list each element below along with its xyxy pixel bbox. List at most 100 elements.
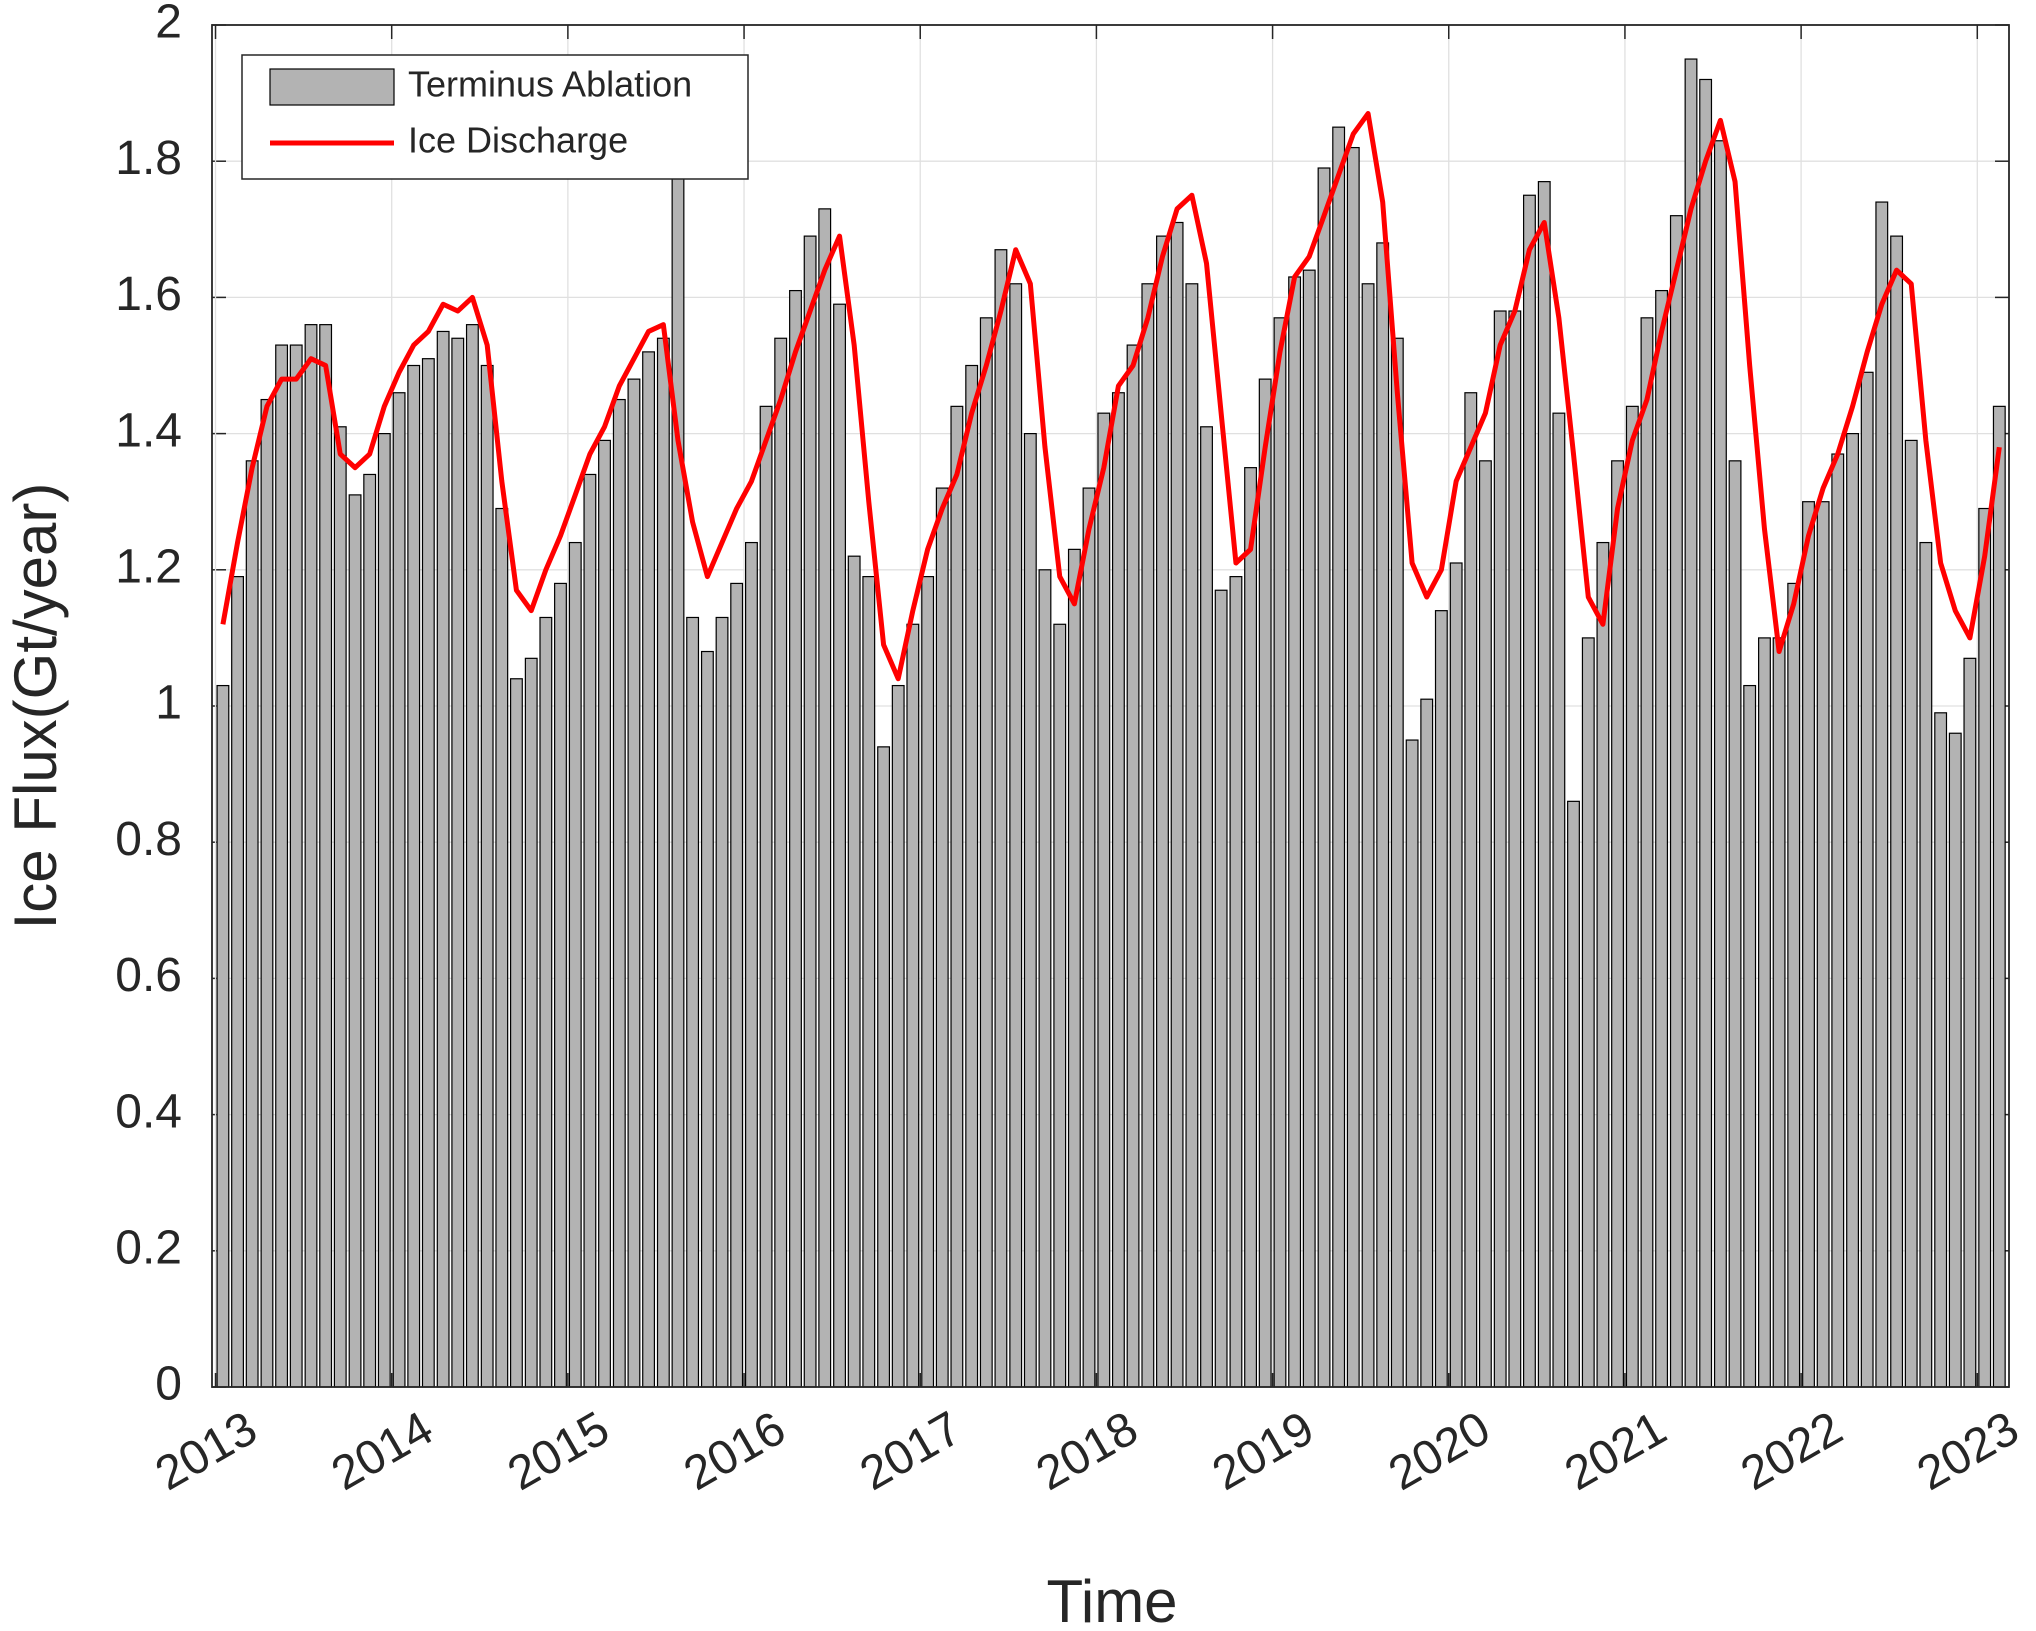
y-tick-label: 0.4 xyxy=(115,1085,182,1138)
bar xyxy=(1581,637,1595,1388)
bar xyxy=(1684,58,1698,1388)
bar xyxy=(671,160,685,1388)
x-tick-label: 2013 xyxy=(147,1402,266,1501)
y-tick-label: 1.2 xyxy=(115,540,182,593)
x-axis-label: Time xyxy=(1046,1568,1177,1631)
bar xyxy=(862,576,876,1388)
bar xyxy=(686,616,700,1388)
bar xyxy=(1082,487,1096,1388)
bar xyxy=(1111,392,1125,1388)
bar xyxy=(1522,194,1536,1388)
bar xyxy=(1141,283,1155,1388)
bar xyxy=(1097,412,1111,1388)
bar xyxy=(612,398,626,1388)
bar xyxy=(950,405,964,1388)
bar xyxy=(1919,541,1933,1388)
bar xyxy=(1067,548,1081,1388)
bar xyxy=(1537,181,1551,1388)
bar xyxy=(509,678,523,1388)
bar xyxy=(1332,126,1346,1388)
bar xyxy=(1890,235,1904,1388)
bar xyxy=(1302,269,1316,1388)
bar xyxy=(1464,392,1478,1388)
bar xyxy=(421,358,435,1388)
bar xyxy=(1831,453,1845,1388)
bar xyxy=(1288,276,1302,1388)
bar xyxy=(231,576,244,1388)
bar xyxy=(1611,460,1624,1388)
y-tick-label: 0.2 xyxy=(115,1221,182,1274)
bar xyxy=(730,582,744,1388)
axes-box xyxy=(211,24,2010,1388)
bar xyxy=(1904,439,1918,1388)
bar xyxy=(1420,698,1434,1388)
y-tick-label: 0 xyxy=(155,1358,182,1411)
bar xyxy=(568,541,582,1388)
bar xyxy=(1625,405,1639,1388)
bar xyxy=(436,330,450,1388)
bar xyxy=(1743,684,1757,1388)
y-tick-label: 2 xyxy=(155,0,182,49)
bar xyxy=(1875,201,1889,1388)
bar xyxy=(1508,310,1522,1388)
x-tick-label: 2019 xyxy=(1204,1402,1323,1501)
bar xyxy=(539,616,553,1388)
bar xyxy=(304,324,318,1388)
bar xyxy=(979,317,993,1388)
bar xyxy=(1728,460,1742,1388)
bar xyxy=(656,337,670,1388)
bar xyxy=(554,582,567,1388)
bar xyxy=(1846,433,1860,1388)
bar xyxy=(715,616,729,1388)
bar xyxy=(348,494,362,1388)
bar xyxy=(1640,317,1654,1388)
bar xyxy=(1655,289,1669,1388)
bar xyxy=(1992,405,2006,1388)
bar xyxy=(1346,146,1360,1388)
bar xyxy=(891,684,905,1388)
bar xyxy=(275,344,289,1388)
bar xyxy=(1053,623,1067,1388)
bar xyxy=(642,351,656,1388)
y-tick-label: 1.6 xyxy=(115,268,182,321)
bar xyxy=(1567,800,1580,1388)
bar xyxy=(1244,467,1258,1388)
legend-label: Terminus Ablation xyxy=(408,64,692,105)
bar xyxy=(1772,637,1786,1388)
bar xyxy=(877,746,891,1388)
x-tick-label: 2016 xyxy=(675,1402,794,1501)
legend-label: Ice Discharge xyxy=(408,120,628,161)
y-tick-label: 0.6 xyxy=(115,949,182,1002)
bar xyxy=(1948,732,1962,1388)
bar xyxy=(759,405,773,1388)
bar xyxy=(1361,283,1375,1388)
bar xyxy=(1802,501,1815,1388)
bar xyxy=(1126,344,1140,1388)
x-tick-label: 2020 xyxy=(1380,1402,1499,1501)
bar xyxy=(1758,637,1771,1388)
bar xyxy=(1023,433,1037,1388)
bar xyxy=(1200,426,1213,1388)
bar xyxy=(319,324,333,1388)
bar xyxy=(495,507,509,1388)
bar xyxy=(1170,221,1184,1388)
bar xyxy=(1478,460,1492,1388)
bar xyxy=(363,473,377,1388)
bar xyxy=(803,235,817,1388)
bar xyxy=(216,684,230,1388)
bar xyxy=(1449,562,1463,1388)
bar xyxy=(700,650,714,1388)
line xyxy=(220,111,2002,682)
bar xyxy=(774,337,788,1388)
bar xyxy=(289,344,303,1388)
bar xyxy=(818,208,832,1388)
x-tick-label: 2021 xyxy=(1556,1402,1675,1501)
y-tick-label: 0.8 xyxy=(115,813,182,866)
bar xyxy=(451,337,465,1388)
bar xyxy=(1185,283,1199,1388)
x-tick-label: 2022 xyxy=(1732,1402,1851,1501)
y-tick-label: 1 xyxy=(155,677,182,730)
bar xyxy=(1596,541,1610,1388)
y-tick-label: 1.8 xyxy=(115,132,182,185)
bar xyxy=(524,657,538,1388)
